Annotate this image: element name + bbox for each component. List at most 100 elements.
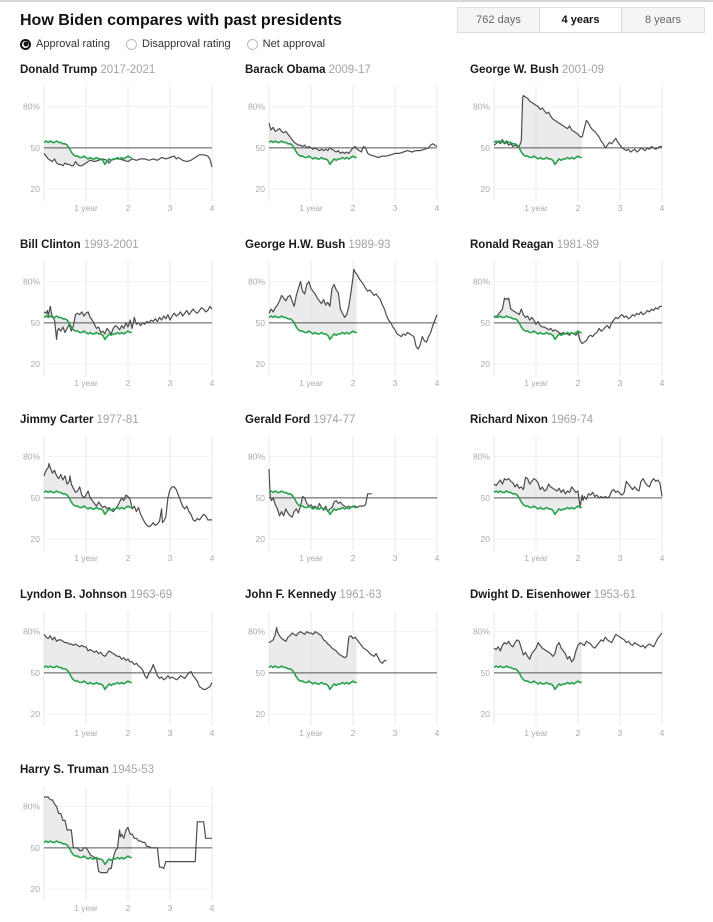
- x-tick-label: 2: [576, 378, 581, 388]
- x-tick-label: 2: [126, 553, 131, 563]
- chart-title: Lyndon B. Johnson 1963-69: [20, 589, 215, 601]
- approval-line-chart: 80% 50 20 1 year 2 3 4: [248, 86, 440, 213]
- x-tick-label: 2: [126, 378, 131, 388]
- approval-line-chart: 80% 50 20 1 year 2 3 4: [473, 261, 665, 388]
- x-tick-label: 2: [126, 903, 131, 913]
- x-tick-label: 2: [576, 203, 581, 213]
- x-tick-label: 4: [660, 553, 665, 563]
- biden-vs-president-fill: [44, 797, 132, 873]
- president-name: Lyndon B. Johnson: [20, 589, 127, 601]
- x-tick-label: 4: [435, 203, 440, 213]
- y-tick-label: 50: [481, 143, 491, 153]
- president-chart-block: George W. Bush 2001-09 80% 50 20 1 year 2 3 4: [470, 64, 665, 215]
- metric-radio-net-approval[interactable]: Net approval: [246, 38, 325, 50]
- y-tick-label: 80%: [23, 277, 40, 287]
- y-tick-label: 80%: [473, 277, 490, 287]
- y-tick-label: 20: [481, 709, 491, 719]
- approval-line-chart: 80% 50 20 1 year 2 3 4: [473, 86, 665, 213]
- chart-title: Jimmy Carter 1977-81: [20, 414, 215, 426]
- president-name: Donald Trump: [20, 64, 98, 76]
- page-header: How Biden compares with past presidents …: [0, 2, 713, 50]
- y-tick-label: 80%: [248, 277, 265, 287]
- x-tick-label: 1 year: [74, 728, 98, 738]
- x-tick-label: 4: [210, 553, 215, 563]
- range-button-8-years[interactable]: 8 years: [622, 8, 704, 32]
- x-tick-label: 4: [660, 203, 665, 213]
- biden-approval-line: [268, 140, 357, 166]
- president-years: 1961-63: [339, 589, 382, 601]
- chart-title: Ronald Reagan 1981-89: [470, 239, 665, 251]
- president-name: George H.W. Bush: [245, 239, 346, 251]
- biden-approval-line: [493, 665, 582, 691]
- biden-approval-line: [43, 490, 132, 516]
- president-chart-block: Bill Clinton 1993-2001 80% 50 20 1 year 2 3 4: [20, 239, 215, 390]
- x-tick-label: 4: [660, 378, 665, 388]
- president-years: 1981-89: [556, 239, 599, 251]
- y-tick-label: 20: [31, 359, 41, 369]
- y-tick-label: 80%: [23, 627, 40, 637]
- radio-circle-icon[interactable]: [20, 38, 31, 50]
- president-years: 1993-2001: [83, 239, 139, 251]
- y-tick-label: 80%: [248, 627, 265, 637]
- x-tick-label: 3: [393, 378, 398, 388]
- x-tick-label: 1 year: [74, 378, 98, 388]
- approval-line-chart: 80% 50 20 1 year 2 3 4: [23, 261, 215, 388]
- y-tick-label: 20: [481, 184, 491, 194]
- x-tick-label: 4: [210, 378, 215, 388]
- president-years: 2009-17: [328, 64, 371, 76]
- x-tick-label: 1 year: [74, 903, 98, 913]
- approval-line-chart: 80% 50 20 1 year 2 3 4: [248, 611, 440, 738]
- range-button-group: 762 days 4 years 8 years: [457, 7, 705, 33]
- x-tick-label: 2: [351, 378, 356, 388]
- chart-title: Dwight D. Eisenhower 1953-61: [470, 589, 665, 601]
- biden-vs-president-fill: [44, 463, 132, 515]
- y-tick-label: 50: [31, 143, 41, 153]
- biden-vs-president-fill: [494, 95, 582, 165]
- president-years: 1974-77: [313, 414, 356, 426]
- radio-circle-icon[interactable]: [126, 38, 137, 50]
- x-tick-label: 3: [168, 203, 173, 213]
- y-tick-label: 20: [256, 709, 266, 719]
- president-name: George W. Bush: [470, 64, 559, 76]
- president-years: 1953-61: [593, 589, 636, 601]
- president-years: 1945-53: [111, 764, 155, 776]
- x-tick-label: 1 year: [74, 553, 98, 563]
- biden-vs-president-fill: [269, 469, 357, 518]
- approval-line-chart: 80% 50 20 1 year 2 3 4: [248, 261, 440, 388]
- x-tick-label: 3: [618, 728, 623, 738]
- x-tick-label: 1 year: [299, 378, 323, 388]
- x-tick-label: 1 year: [299, 553, 323, 563]
- president-chart-block: Lyndon B. Johnson 1963-69 80% 50 20 1 year 2 3…: [20, 589, 215, 740]
- biden-vs-president-fill: [494, 639, 582, 690]
- x-tick-label: 3: [618, 378, 623, 388]
- president-chart-block: Gerald Ford 1974-77 80% 50 20 1 year 2 3 4: [245, 414, 440, 565]
- x-tick-label: 4: [210, 203, 215, 213]
- president-name: Dwight D. Eisenhower: [470, 589, 591, 601]
- y-tick-label: 50: [31, 843, 41, 853]
- range-button-762-days[interactable]: 762 days: [458, 8, 540, 32]
- y-tick-label: 50: [31, 668, 41, 678]
- president-chart-block: Richard Nixon 1969-74 80% 50 20 1 year 2 3 4: [470, 414, 665, 565]
- radio-circle-icon[interactable]: [246, 38, 258, 50]
- president-approval-line: [493, 632, 663, 663]
- president-chart-block: Donald Trump 2017-2021 80% 50 20 1 year 2 3 4: [20, 64, 215, 215]
- x-tick-label: 2: [576, 728, 581, 738]
- president-approval-line: [493, 297, 662, 345]
- y-tick-label: 20: [256, 534, 266, 544]
- biden-approval-line: [493, 315, 582, 341]
- president-years: 1963-69: [129, 589, 173, 601]
- x-tick-label: 1 year: [299, 728, 323, 738]
- y-tick-label: 50: [31, 318, 41, 328]
- president-name: Richard Nixon: [470, 414, 548, 426]
- x-tick-label: 1 year: [524, 203, 548, 213]
- president-chart-block: Jimmy Carter 1977-81 80% 50 20 1 year 2 3 4: [20, 414, 215, 565]
- metric-radio-approval-rating[interactable]: Approval rating: [20, 38, 110, 50]
- president-chart-block: Ronald Reagan 1981-89 80% 50 20 1 year 2 3 4: [470, 239, 665, 390]
- biden-approval-line: [268, 490, 357, 516]
- x-tick-label: 2: [576, 553, 581, 563]
- president-approval-line: [268, 626, 387, 664]
- range-button-4-years[interactable]: 4 years: [540, 8, 622, 32]
- metric-radio-disapproval-rating[interactable]: Disapproval rating: [126, 38, 231, 50]
- x-tick-label: 4: [435, 553, 440, 563]
